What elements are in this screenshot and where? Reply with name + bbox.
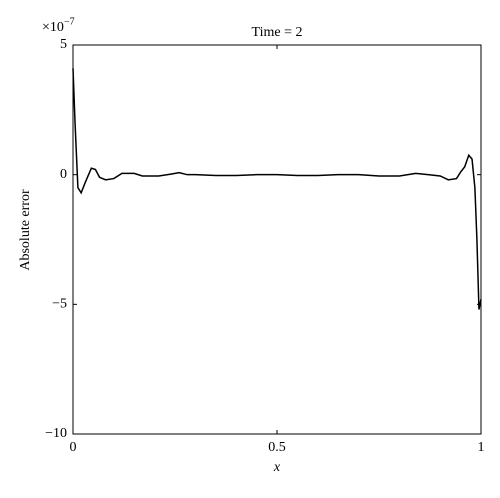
chart-title: Time = 2 bbox=[252, 25, 303, 40]
plot-frame bbox=[72, 44, 482, 435]
y-scale-exponent: −7 bbox=[64, 16, 75, 27]
x-tick-label: 0 bbox=[70, 440, 77, 455]
y-tick-label: −5 bbox=[52, 297, 67, 312]
x-tick-label: 0.5 bbox=[268, 440, 286, 455]
y-scale-base: ×10 bbox=[42, 20, 64, 35]
y-tick-label: 0 bbox=[60, 167, 67, 182]
y-axis-label: Absolute error bbox=[18, 189, 33, 271]
x-axis-label: x bbox=[273, 460, 281, 475]
line-series bbox=[72, 68, 482, 310]
y-tick-label: 5 bbox=[60, 37, 67, 52]
y-tick-label: −10 bbox=[45, 426, 67, 441]
x-tick-label: 1 bbox=[478, 440, 485, 455]
